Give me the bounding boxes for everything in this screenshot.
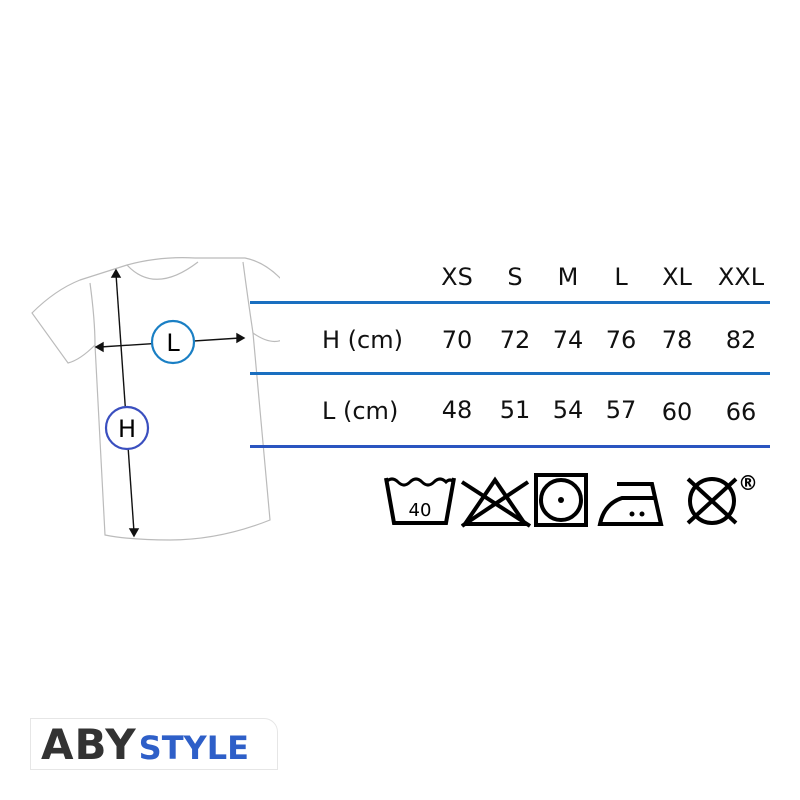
table-divider <box>250 372 770 375</box>
size-header-xxl: XXL <box>717 263 765 291</box>
table-cell: 51 <box>499 396 531 424</box>
table-cell: 70 <box>441 326 473 354</box>
size-header-l: L <box>614 263 628 291</box>
size-header-m: M <box>557 263 579 291</box>
logo-style: STYLE <box>138 729 249 767</box>
width-marker-circle <box>150 319 196 365</box>
logo-aby: ABY <box>41 719 137 769</box>
size-header-s: S <box>507 263 523 291</box>
care-icons: 40 ® <box>384 471 758 528</box>
table-cell: 54 <box>552 396 584 424</box>
table-divider <box>250 301 770 304</box>
height-marker-circle <box>104 405 150 451</box>
registered-mark: ® <box>738 471 758 495</box>
table-cell: 60 <box>661 398 693 426</box>
table-cell: 78 <box>661 326 693 354</box>
row-label-width: L (cm) <box>322 397 399 425</box>
table-cell: 72 <box>499 326 531 354</box>
arrow-up-icon <box>110 268 122 278</box>
height-marker: H <box>118 415 136 443</box>
row-label-height: H (cm) <box>322 326 403 354</box>
measurement-arrows <box>94 268 246 538</box>
wash-40-icon <box>384 477 456 525</box>
no-bleach-icon <box>460 476 532 528</box>
size-header-xs: XS <box>441 263 473 291</box>
table-cell: 82 <box>725 326 757 354</box>
abystyle-logo: ABY STYLE <box>30 718 278 770</box>
tshirt-diagram: L H <box>31 257 280 541</box>
tumble-dry-low-icon <box>534 473 588 527</box>
arrow-left-icon <box>94 341 104 353</box>
no-dry-clean-icon <box>686 477 738 525</box>
arrow-right-icon <box>236 332 246 344</box>
table-cell: 57 <box>605 396 637 424</box>
table-cell: 76 <box>605 326 637 354</box>
iron-medium-icon <box>597 482 664 526</box>
width-marker: L <box>166 329 180 357</box>
table-cell: 48 <box>441 396 473 424</box>
table-divider <box>250 445 770 448</box>
size-header-xl: XL <box>662 263 692 291</box>
table-cell: 74 <box>552 326 584 354</box>
wash-temperature: 40 <box>409 500 432 521</box>
table-cell: 66 <box>725 398 757 426</box>
tshirt-outline <box>31 257 280 541</box>
arrow-down-icon <box>128 528 140 538</box>
